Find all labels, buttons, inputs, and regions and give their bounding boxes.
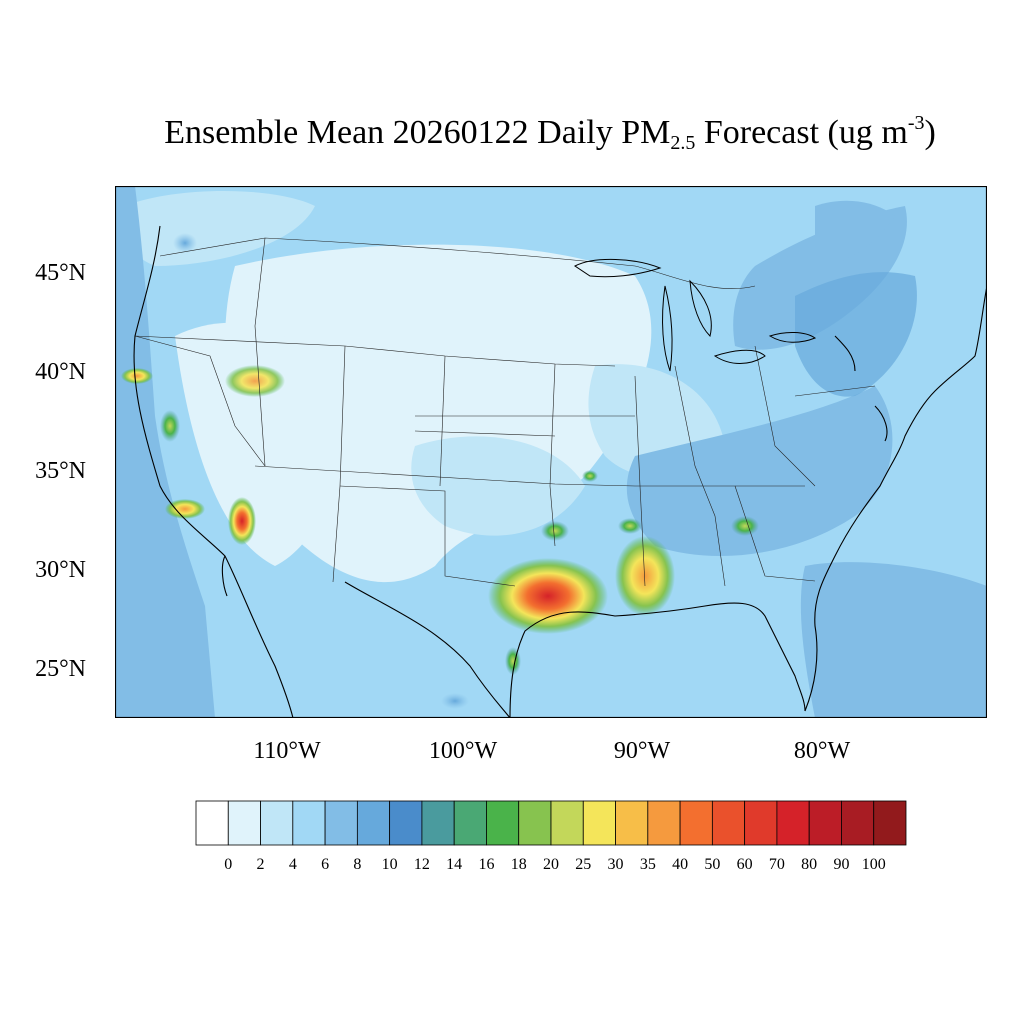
colorbar-swatch bbox=[841, 800, 875, 846]
coastlines bbox=[133, 225, 987, 718]
pm25-map bbox=[115, 186, 987, 718]
colorbar-swatch bbox=[550, 800, 584, 846]
colorbar-swatch bbox=[711, 800, 746, 846]
concentration-field bbox=[115, 186, 987, 718]
colorbar-label: 35 bbox=[639, 856, 656, 873]
colorbar-swatch bbox=[389, 800, 423, 846]
colorbar-label: 4 bbox=[288, 856, 297, 873]
colorbar-label: 10 bbox=[381, 856, 398, 873]
colorbar-swatch bbox=[518, 800, 552, 846]
map-frame bbox=[115, 186, 987, 718]
colorbar-swatch bbox=[744, 800, 778, 846]
state-boundaries bbox=[134, 237, 876, 587]
colorbar-swatch bbox=[582, 800, 616, 846]
colorbar-label: 20 bbox=[543, 856, 559, 873]
colorbar-label: 0 bbox=[224, 856, 233, 873]
great-lakes bbox=[574, 259, 817, 372]
colorbar-swatch bbox=[227, 800, 261, 846]
lat-label-30n: 30°N bbox=[35, 557, 86, 583]
lat-label-45n: 45°N bbox=[35, 260, 86, 286]
colorbar-label: 80 bbox=[801, 856, 818, 873]
colorbar-label: 16 bbox=[478, 856, 495, 873]
colorbar-label: 100 bbox=[861, 856, 886, 873]
lon-label-90w: 90°W bbox=[613, 738, 671, 764]
colorbar-swatch bbox=[292, 800, 326, 846]
colorbar bbox=[195, 800, 907, 846]
map-title: Ensemble Mean 20260122 Daily PM2.5 Forec… bbox=[164, 112, 936, 154]
colorbar-label: 60 bbox=[736, 856, 753, 873]
lon-label-80w: 80°W bbox=[793, 738, 851, 764]
colorbar-swatch bbox=[808, 800, 842, 846]
lat-label-35n: 35°N bbox=[35, 458, 86, 484]
lat-label-40n: 40°N bbox=[35, 359, 86, 385]
lon-label-110w: 110°W bbox=[253, 738, 321, 764]
colorbar-label: 90 bbox=[833, 856, 850, 873]
lat-label-25n: 25°N bbox=[35, 656, 86, 682]
colorbar-swatch bbox=[776, 800, 810, 846]
colorbar-label: 14 bbox=[446, 856, 463, 873]
colorbar-swatch bbox=[647, 800, 681, 846]
colorbar-swatch bbox=[615, 800, 649, 846]
colorbar-label: 50 bbox=[704, 856, 721, 873]
colorbar-swatch bbox=[486, 800, 520, 846]
colorbar-label: 6 bbox=[321, 856, 330, 873]
colorbar-label: 2 bbox=[256, 856, 265, 873]
colorbar-swatch bbox=[873, 800, 907, 846]
colorbar-swatch bbox=[421, 800, 455, 846]
lon-label-100w: 100°W bbox=[428, 738, 498, 764]
colorbar-label: 18 bbox=[510, 856, 527, 873]
colorbar-label: 30 bbox=[607, 856, 624, 873]
colorbar-swatch bbox=[324, 800, 358, 846]
colorbar-label: 8 bbox=[353, 856, 362, 873]
colorbar-label: 12 bbox=[413, 856, 430, 873]
colorbar-label: 25 bbox=[575, 856, 592, 873]
colorbar-swatch bbox=[679, 800, 713, 846]
colorbar-swatch bbox=[260, 800, 294, 846]
colorbar-label: 70 bbox=[768, 856, 785, 873]
colorbar-label: 40 bbox=[672, 856, 689, 873]
colorbar-swatch bbox=[356, 800, 391, 846]
colorbar-swatch bbox=[195, 800, 229, 846]
colorbar-swatch bbox=[453, 800, 487, 846]
